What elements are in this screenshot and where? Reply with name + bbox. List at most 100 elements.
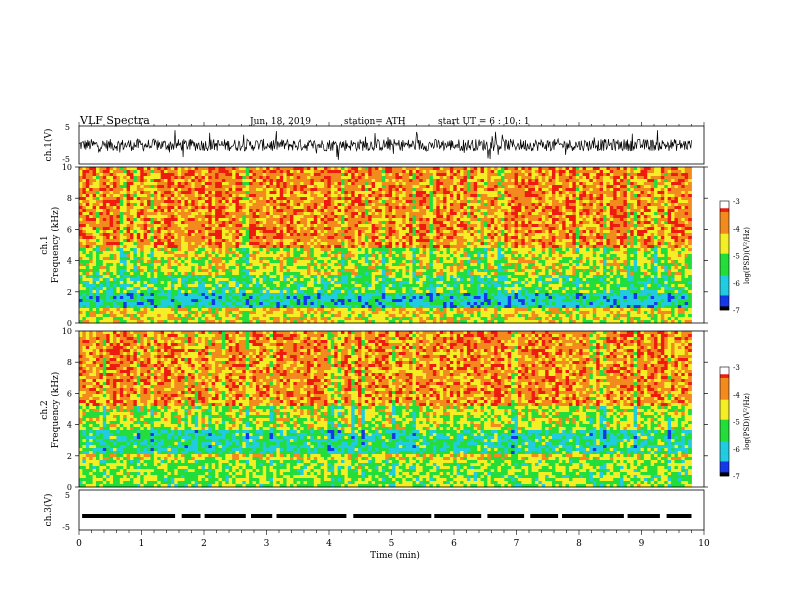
spectrogram-cell: [344, 167, 349, 171]
spectrogram-cell: [123, 191, 128, 195]
spectrogram-cell: [449, 197, 454, 201]
spectrogram-cell: [242, 182, 247, 186]
spectrogram-cell: [456, 167, 461, 171]
spectrogram-cell: [660, 242, 665, 246]
spectrogram-cell: [558, 188, 563, 192]
spectrogram-cell: [358, 218, 362, 222]
spectrogram-cell: [620, 170, 624, 174]
spectrogram-cell: [395, 173, 400, 177]
spectrogram-cell: [130, 179, 134, 183]
spectrogram-cell: [633, 167, 638, 171]
spectrogram-cell: [480, 179, 485, 183]
spectrogram-cell: [368, 188, 373, 192]
spectrogram-cell: [487, 203, 492, 207]
spectrogram-cell: [511, 248, 515, 252]
spectrogram-cell: [191, 212, 196, 216]
spectrogram-cell: [609, 167, 614, 171]
spectrogram-cell: [113, 200, 117, 204]
spectrogram-cell: [225, 206, 230, 210]
spectrogram-cell: [113, 245, 117, 249]
spectrogram-cell: [221, 218, 226, 222]
spectrogram-cell: [514, 185, 519, 189]
spectrogram-cell: [609, 212, 614, 216]
spectrogram-cell: [684, 218, 689, 222]
spectrogram-cell: [313, 248, 318, 252]
spectrogram-cell: [255, 176, 260, 180]
spectrogram-cell: [324, 209, 328, 213]
spectrogram-cell: [327, 167, 332, 171]
spectrogram-cell: [562, 230, 566, 234]
spectrogram-cell: [415, 212, 420, 216]
spectrogram-cell: [551, 239, 556, 243]
spectrogram-cell: [341, 215, 345, 219]
spectrogram-cell: [303, 188, 308, 192]
spectrogram-cell: [89, 230, 94, 234]
spectrogram-cell: [385, 206, 390, 210]
spectrogram-cell: [677, 221, 682, 225]
spectrogram-cell: [136, 239, 141, 243]
spectrogram-cell: [89, 221, 94, 225]
spectrogram-cell: [412, 221, 417, 225]
spectrogram-cell: [466, 221, 471, 225]
spectrogram-cell: [514, 218, 519, 222]
spectrogram-cell: [449, 200, 454, 204]
spectrogram-cell: [500, 173, 505, 177]
spectrogram-cell: [208, 245, 213, 249]
spectrogram-cell: [341, 236, 345, 240]
spectrogram-cell: [511, 203, 515, 207]
spectrogram-cell: [684, 215, 689, 219]
spectrogram-cell: [453, 224, 458, 228]
spectrogram-cell: [160, 170, 165, 174]
spectrogram-cell: [654, 209, 658, 213]
spectrogram-cell: [130, 218, 134, 222]
spectrogram-cell: [286, 230, 291, 234]
spectrogram-cell: [96, 197, 100, 201]
spectrogram-cell: [79, 176, 83, 180]
spectrogram-cell: [198, 224, 202, 228]
spectrogram-cell: [671, 176, 675, 180]
spectrogram-cell: [119, 185, 124, 189]
spectrogram-cell: [208, 188, 213, 192]
spectrogram-cell: [381, 215, 386, 219]
spectrogram-cell: [330, 242, 335, 246]
spectrogram-cell: [640, 242, 645, 246]
spectrogram-cell: [456, 179, 461, 183]
spectrogram-cell: [92, 212, 97, 216]
spectrogram-cell: [194, 167, 199, 171]
spectrogram-cell: [160, 248, 165, 252]
spectrogram-cell: [147, 176, 151, 180]
spectrogram-cell: [198, 230, 202, 234]
spectrogram-cell: [436, 212, 441, 216]
spectrogram-cell: [194, 203, 199, 207]
spectrogram-cell: [252, 236, 257, 240]
spectrogram-cell: [113, 191, 117, 195]
spectrogram-cell: [473, 221, 478, 225]
spectrogram-cell: [409, 191, 413, 195]
spectrogram-cell: [96, 239, 100, 243]
spectrogram-cell: [504, 233, 509, 237]
spectrogram-cell: [211, 206, 216, 210]
spectrogram-cell: [89, 197, 94, 201]
spectrogram-cell: [317, 221, 321, 225]
spectrogram-cell: [637, 203, 641, 207]
spectrogram-cell: [449, 194, 454, 198]
spectrogram-cell: [242, 197, 247, 201]
spectrogram-cell: [415, 188, 420, 192]
spectrogram-cell: [528, 242, 532, 246]
spectrogram-cell: [626, 230, 631, 234]
spectrogram-cell: [643, 197, 648, 201]
spectrogram-cell: [218, 179, 223, 183]
spectrogram-cell: [664, 242, 669, 246]
spectrogram-cell: [160, 206, 165, 210]
spectrogram-cell: [541, 215, 546, 219]
spectrogram-cell: [436, 176, 441, 180]
spectrogram-cell: [228, 188, 233, 192]
spectrogram-cell: [354, 227, 359, 231]
spectrogram-cell: [211, 179, 216, 183]
spectrogram-cell: [242, 218, 247, 222]
spectrogram-cell: [303, 245, 308, 249]
spectrogram-cell: [575, 242, 580, 246]
spectrogram-cell: [276, 194, 281, 198]
spectrogram-cell: [300, 191, 304, 195]
spectrogram-cell: [551, 218, 556, 222]
